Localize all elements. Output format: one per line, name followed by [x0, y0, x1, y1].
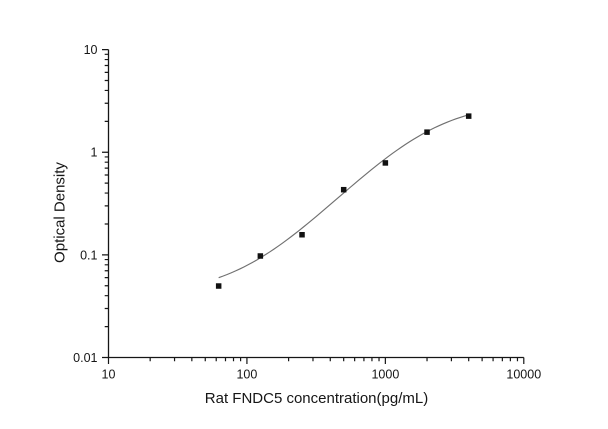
svg-text:10000: 10000 [506, 367, 541, 381]
svg-text:10: 10 [84, 43, 98, 57]
svg-text:0.1: 0.1 [80, 248, 97, 262]
svg-text:0.01: 0.01 [73, 351, 97, 365]
svg-text:1000: 1000 [371, 367, 399, 381]
svg-text:Optical Density: Optical Density [52, 162, 69, 263]
svg-text:100: 100 [236, 367, 257, 381]
svg-text:10: 10 [102, 367, 116, 381]
svg-text:1: 1 [91, 146, 98, 160]
svg-text:Rat FNDC5 concentration(pg/mL): Rat FNDC5 concentration(pg/mL) [205, 390, 428, 407]
